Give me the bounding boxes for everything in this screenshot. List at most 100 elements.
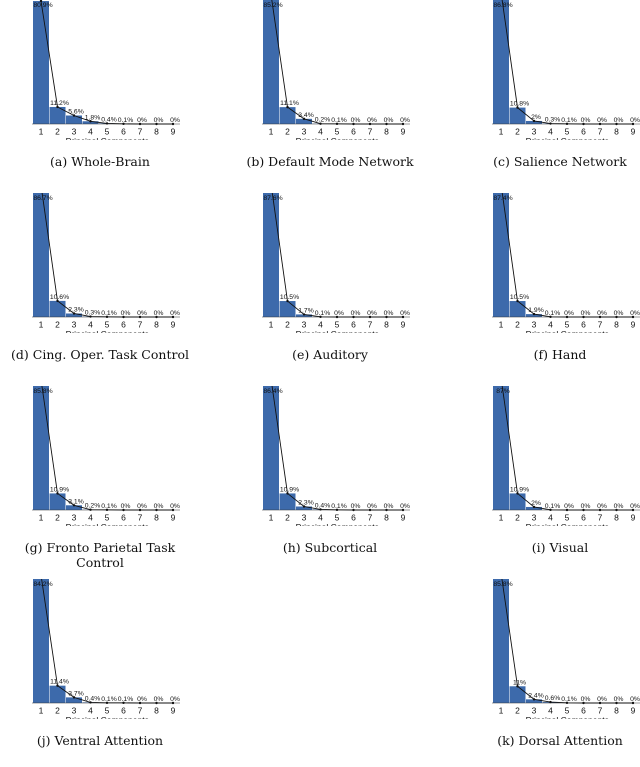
x-tick-label: 9 xyxy=(631,513,636,523)
bar-chart: 86.4%10.9%2.3%0.4%0.1%0%0%0%0%123456789P… xyxy=(230,386,410,526)
x-tick-label: 3 xyxy=(302,320,307,330)
x-tick-label: 2 xyxy=(515,127,520,137)
bar xyxy=(33,1,49,124)
x-tick-label: 3 xyxy=(302,513,307,523)
x-tick-label: 5 xyxy=(565,513,570,523)
value-label: 0.4% xyxy=(315,502,331,509)
value-label: 0% xyxy=(154,696,164,703)
x-tick-label: 4 xyxy=(318,127,323,137)
subfigure-caption: (f) Hand xyxy=(460,347,640,362)
bar xyxy=(280,301,296,317)
value-label: 0% xyxy=(367,117,377,124)
x-tick-label: 7 xyxy=(598,127,603,137)
x-tick-label: 1 xyxy=(39,127,44,137)
value-label: 0% xyxy=(400,503,410,510)
value-label: 0.1% xyxy=(118,117,134,124)
value-label: 0% xyxy=(614,310,624,317)
value-label: 0% xyxy=(614,117,624,124)
bar xyxy=(50,686,66,703)
value-label: 0.1% xyxy=(101,503,117,510)
x-tick-label: 7 xyxy=(598,706,603,716)
x-tick-label: 5 xyxy=(565,706,570,716)
x-tick-label: 3 xyxy=(532,320,537,330)
x-tick-label: 6 xyxy=(351,320,356,330)
subfigure-caption: (k) Dorsal Attention xyxy=(460,733,640,748)
value-label: 1.7% xyxy=(298,307,314,314)
value-label: 86.4% xyxy=(263,388,282,395)
x-tick-label: 4 xyxy=(318,513,323,523)
chart-panel: 85.8%11%2.4%0.6%0.1%0%0%0%0%123456789Pri… xyxy=(460,579,640,767)
value-label: 0% xyxy=(170,117,180,124)
x-tick-label: 6 xyxy=(581,320,586,330)
value-label: 0.1% xyxy=(561,117,577,124)
x-tick-label: 8 xyxy=(614,127,619,137)
value-label: 0.1% xyxy=(331,503,347,510)
value-label: 10.9% xyxy=(50,486,69,493)
value-label: 85.8% xyxy=(33,388,52,395)
x-tick-label: 6 xyxy=(121,513,126,523)
x-tick-label: 7 xyxy=(368,127,373,137)
x-tick-label: 9 xyxy=(171,127,176,137)
x-tick-label: 1 xyxy=(269,320,274,330)
x-tick-label: 4 xyxy=(548,320,553,330)
x-axis-label: Principal Components xyxy=(66,715,149,719)
value-label: 2% xyxy=(531,500,541,507)
value-label: 0% xyxy=(564,310,574,317)
value-label: 86.7% xyxy=(33,195,52,202)
subfigure-caption: (a) Whole-Brain xyxy=(0,154,200,169)
x-tick-label: 2 xyxy=(55,127,60,137)
value-label: 0% xyxy=(351,310,361,317)
value-label: 0% xyxy=(121,503,131,510)
value-label: 1.8% xyxy=(85,114,101,121)
subfigure-caption: (e) Auditory xyxy=(230,347,430,362)
x-tick-label: 6 xyxy=(121,320,126,330)
value-label: 87.6% xyxy=(263,195,282,202)
x-tick-label: 5 xyxy=(105,320,110,330)
x-tick-label: 1 xyxy=(499,706,504,716)
x-tick-label: 6 xyxy=(581,706,586,716)
bar xyxy=(263,386,279,510)
x-axis-label: Principal Components xyxy=(526,522,609,526)
x-axis-label: Principal Components xyxy=(296,136,379,140)
x-tick-label: 3 xyxy=(532,706,537,716)
bar-chart: 85.8%10.9%3.1%0.2%0.1%0%0%0%0%123456789P… xyxy=(0,386,180,526)
value-label: 0.1% xyxy=(545,310,561,317)
value-label: 11.2% xyxy=(50,100,69,107)
bar-chart: 85.2%11.1%3.4%0.2%0.1%0%0%0%0%123456789P… xyxy=(230,0,410,140)
x-tick-label: 9 xyxy=(631,127,636,137)
x-tick-label: 7 xyxy=(598,513,603,523)
value-label: 3.7% xyxy=(68,690,84,697)
value-label: 0% xyxy=(384,117,394,124)
bar xyxy=(50,493,66,510)
subfigure-caption: (h) Subcortical xyxy=(230,540,430,555)
x-tick-label: 2 xyxy=(515,513,520,523)
x-tick-label: 1 xyxy=(39,513,44,523)
x-tick-label: 1 xyxy=(269,513,274,523)
x-axis-label: Principal Components xyxy=(66,329,149,333)
value-label: 0% xyxy=(154,310,164,317)
value-label: 5.6% xyxy=(68,108,84,115)
value-label: 87% xyxy=(496,388,510,395)
value-label: 0.3% xyxy=(545,117,561,124)
x-tick-label: 8 xyxy=(154,513,159,523)
value-label: 11.1% xyxy=(280,100,299,107)
x-axis-label: Principal Components xyxy=(526,715,609,719)
x-tick-label: 6 xyxy=(581,513,586,523)
bar xyxy=(33,579,49,703)
value-label: 0% xyxy=(564,503,574,510)
value-label: 10.5% xyxy=(280,294,299,301)
x-tick-label: 5 xyxy=(335,513,340,523)
x-tick-label: 3 xyxy=(72,513,77,523)
x-axis-label: Principal Components xyxy=(66,136,149,140)
x-tick-label: 8 xyxy=(154,320,159,330)
value-label: 2% xyxy=(531,114,541,121)
chart-panel: 86.4%10.9%2.3%0.4%0.1%0%0%0%0%123456789P… xyxy=(230,386,430,574)
x-tick-label: 4 xyxy=(548,127,553,137)
value-label: 0.1% xyxy=(101,696,117,703)
x-axis-label: Principal Components xyxy=(296,329,379,333)
x-tick-label: 4 xyxy=(548,706,553,716)
bar-chart: 87.4%10.5%1.9%0.1%0%0%0%0%0%123456789Pri… xyxy=(460,193,640,333)
x-tick-label: 8 xyxy=(614,706,619,716)
